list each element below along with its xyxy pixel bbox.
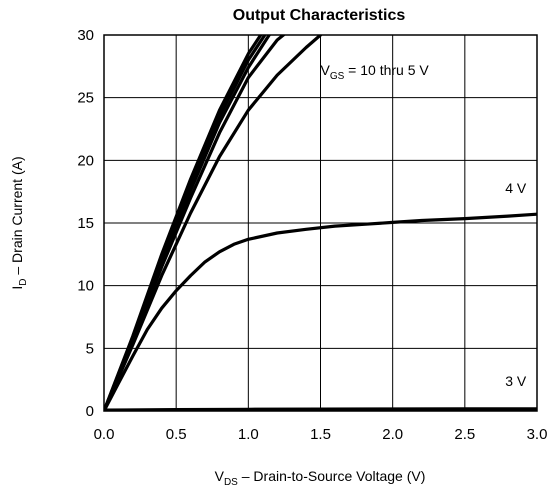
y-tick-label-6: 30: [77, 27, 94, 44]
y-tick-label-4: 20: [77, 152, 94, 169]
grid: [103, 34, 538, 412]
curve-annotations: VGS = 10 thru 5 V 4 V 3 V: [321, 62, 527, 389]
y-tick-label-0: 0: [86, 403, 94, 420]
curve-annotation-0: VGS = 10 thru 5 V: [321, 62, 430, 82]
x-tick-label-5: 2.5: [454, 426, 475, 443]
plot-frame: [103, 34, 538, 412]
x-axis-label: VDS – Drain-to-Source Voltage (V): [215, 468, 426, 488]
x-tick-label-6: 3.0: [527, 426, 548, 443]
x-tick-label-0: 0.0: [94, 426, 115, 443]
x-tick-label-1: 0.5: [166, 426, 187, 443]
x-tick-labels: 0.0 0.5 1.0 1.5 2.0 2.5 3.0: [94, 426, 548, 443]
x-tick-label-3: 1.5: [310, 426, 331, 443]
curve-annotation-2: 3 V: [505, 373, 527, 389]
curve-annotation-1: 4 V: [505, 180, 527, 196]
y-tick-label-2: 10: [77, 278, 94, 295]
series-line-3: [104, 35, 286, 411]
y-axis-label: ID – Drain Current (A): [9, 156, 29, 289]
y-tick-label-3: 15: [77, 215, 94, 232]
x-tick-label-2: 1.0: [238, 426, 259, 443]
x-tick-label-4: 2.0: [382, 426, 403, 443]
y-tick-label-5: 25: [77, 90, 94, 107]
chart-title: Output Characteristics: [233, 7, 406, 24]
y-tick-labels: 0 5 10 15 20 25 30: [77, 27, 94, 420]
series-line-4: [104, 35, 323, 411]
series-line-5: [104, 212, 537, 411]
y-tick-label-1: 5: [86, 340, 94, 357]
